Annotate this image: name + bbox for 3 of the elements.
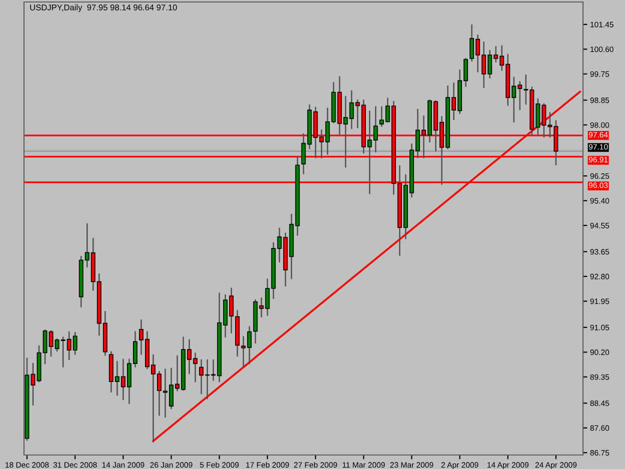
candlestick — [30, 362, 36, 406]
candlestick — [301, 133, 306, 174]
chart-title: USDJPY,Daily 97.95 98.14 96.64 97.10 — [30, 4, 177, 12]
